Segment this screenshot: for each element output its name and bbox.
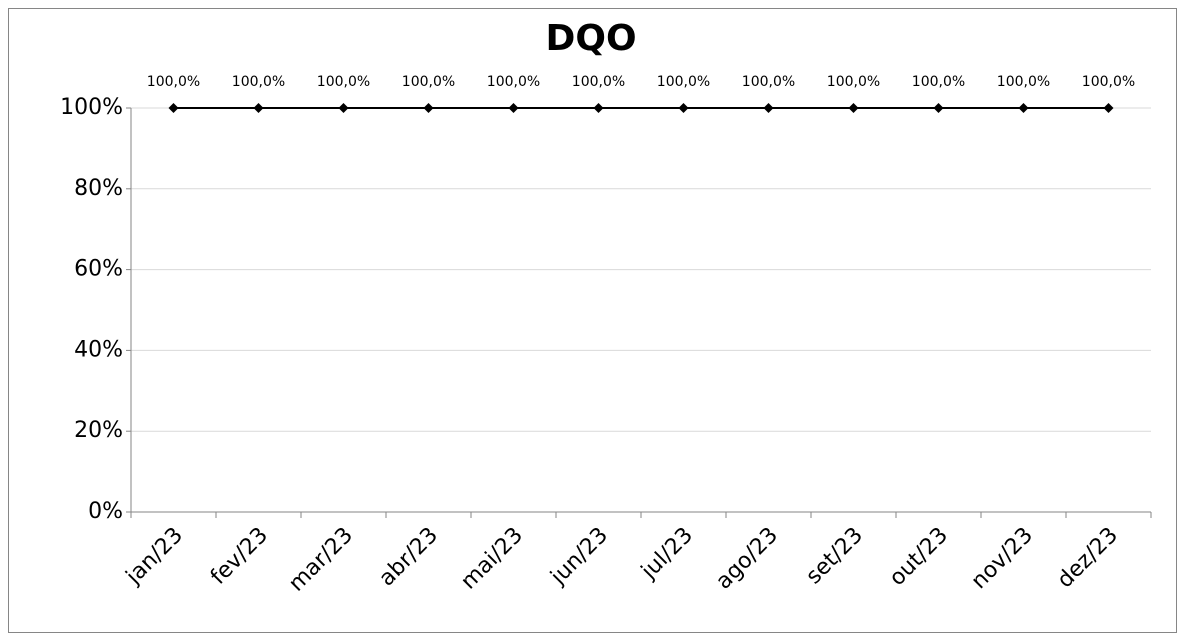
data-label: 100,0% (657, 74, 710, 90)
y-tick-label: 20% (74, 418, 123, 443)
chart-title: DQO (545, 18, 636, 59)
marker (1018, 103, 1029, 113)
y-tick-label: 100% (60, 95, 123, 120)
data-label: 100,0% (317, 74, 370, 90)
marker (848, 103, 859, 113)
data-label: 100,0% (997, 74, 1050, 90)
y-tick-label: 60% (74, 257, 123, 282)
data-label: 100,0% (912, 74, 965, 90)
marker (168, 103, 179, 113)
y-tick-label: 0% (88, 499, 123, 524)
chart-border (8, 8, 1177, 633)
marker (508, 103, 519, 113)
y-tick-label: 80% (74, 176, 123, 201)
data-label: 100,0% (827, 74, 880, 90)
marker (423, 103, 434, 113)
data-label: 100,0% (742, 74, 795, 90)
marker (933, 103, 944, 113)
data-label: 100,0% (572, 74, 625, 90)
marker (253, 103, 264, 113)
marker (338, 103, 349, 113)
data-label: 100,0% (402, 74, 455, 90)
marker (763, 103, 774, 113)
data-label: 100,0% (487, 74, 540, 90)
y-tick-label: 40% (74, 337, 123, 362)
data-label: 100,0% (147, 74, 200, 90)
marker (678, 103, 689, 113)
data-label: 100,0% (1082, 74, 1135, 90)
marker (1103, 103, 1114, 113)
marker (593, 103, 604, 113)
data-label: 100,0% (232, 74, 285, 90)
